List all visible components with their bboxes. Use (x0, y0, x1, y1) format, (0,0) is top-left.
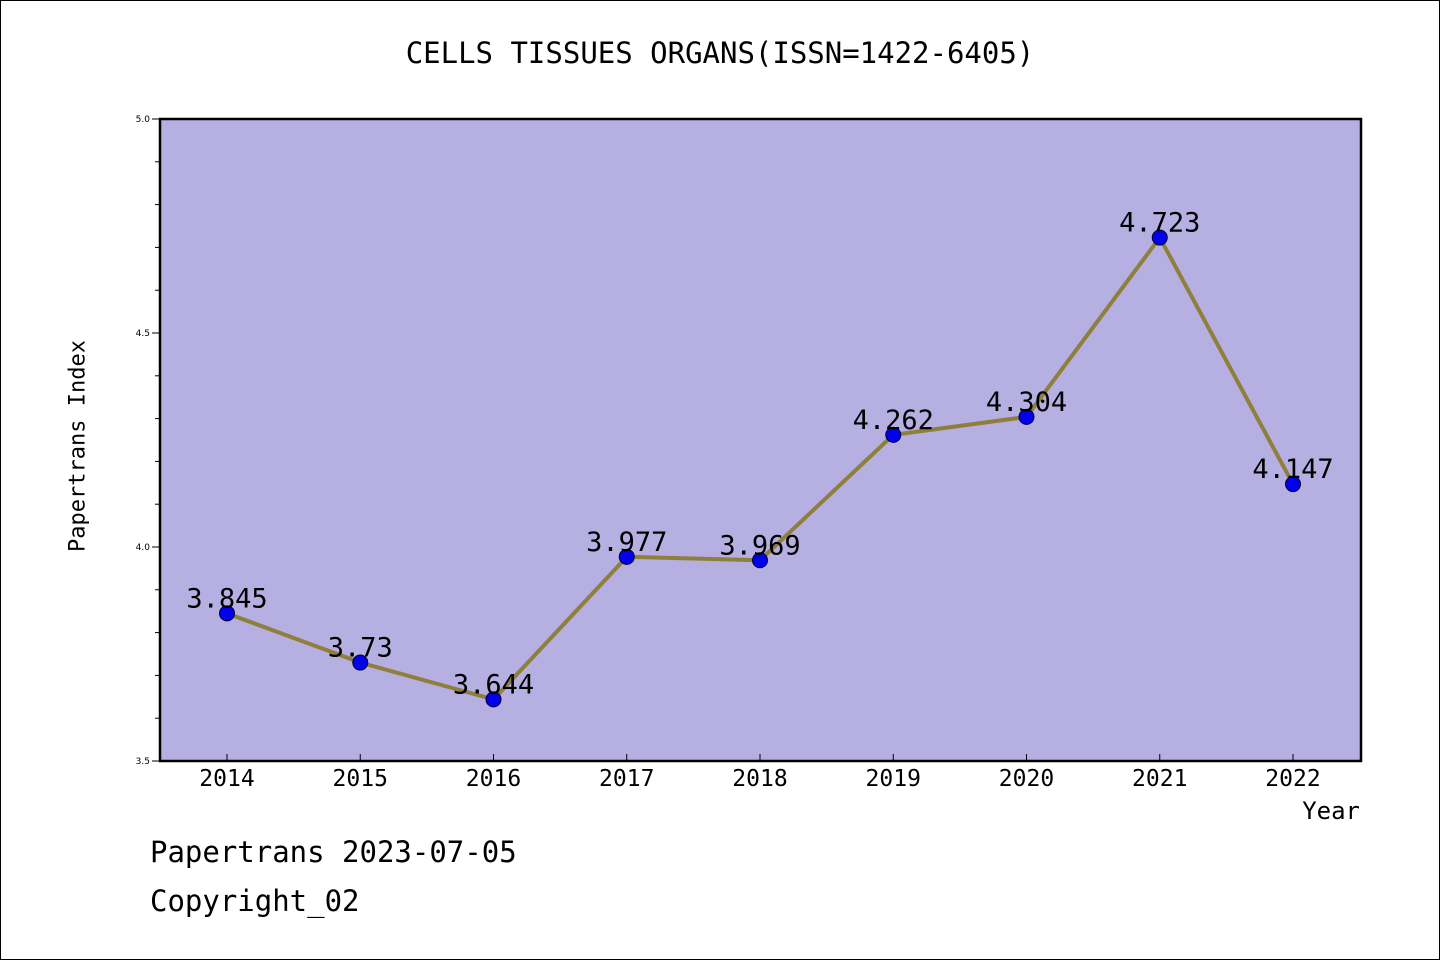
data-point (485, 691, 502, 708)
x-tick-label: 2016 (466, 766, 521, 792)
data-point (752, 552, 768, 569)
data-label: 3.644 (453, 669, 534, 700)
x-tick-label: 2015 (333, 766, 388, 792)
data-label: 3.73 (328, 633, 393, 664)
footer-date: Papertrans 2023-07-05 (150, 835, 517, 869)
chart-title: CELLS TISSUES ORGANS(ISSN=1422-6405) (405, 36, 1035, 70)
y-tick-label: 3.5 (136, 757, 150, 767)
data-point (352, 654, 369, 671)
y-tick-label: 4.0 (136, 543, 151, 553)
data-label: 3.969 (719, 530, 800, 561)
data-label: 4.262 (853, 405, 934, 436)
x-tick-label: 2018 (732, 766, 787, 792)
y-tick-label: 5.0 (136, 115, 151, 125)
footer-copyright: Copyright_02 (150, 884, 360, 918)
plot-area (158, 117, 1363, 763)
x-axis-label: Year (1302, 797, 1360, 825)
x-tick-label: 2019 (866, 766, 921, 792)
data-label: 3.977 (586, 527, 667, 558)
x-tick-label: 2021 (1132, 766, 1187, 792)
data-point (1285, 476, 1301, 493)
data-label: 3.845 (186, 583, 267, 614)
x-tick-label: 2022 (1265, 766, 1320, 792)
y-tick-label: 4.5 (136, 329, 150, 339)
data-point (885, 426, 902, 443)
x-tick-label: 2020 (999, 766, 1054, 792)
data-label: 4.723 (1119, 208, 1200, 239)
data-point (1018, 408, 1035, 425)
data-label: 4.147 (1252, 454, 1333, 485)
x-tick-label: 2014 (199, 766, 254, 792)
data-point (1151, 229, 1168, 246)
data-point (618, 548, 635, 565)
x-tick-label: 2017 (599, 766, 654, 792)
data-label: 4.304 (986, 387, 1067, 418)
data-point (219, 605, 235, 622)
